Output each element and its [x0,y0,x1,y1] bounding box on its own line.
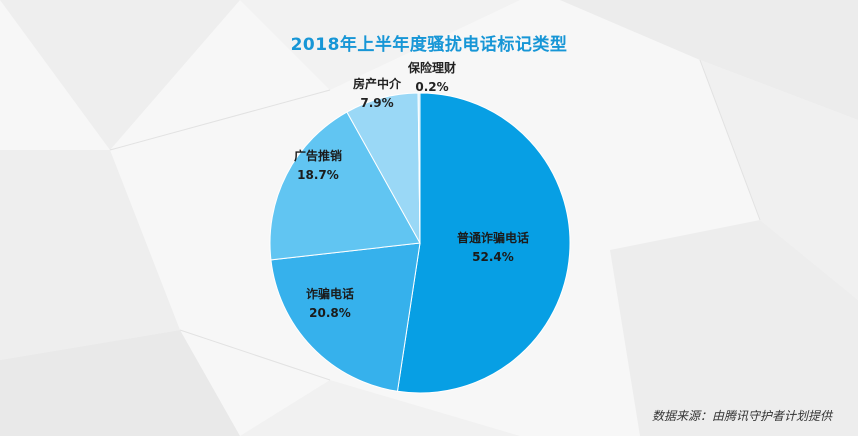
slice-value-label: 0.2% [415,80,448,94]
pie-slice [270,242,421,392]
slice-value-label: 20.8% [309,306,351,320]
pie-labels: 普通诈骗电话 52.4% 诈骗电话 20.8% 广告推销 18.7% 房产中介 7.9% 保险理… [294,60,529,320]
pie-slice [396,92,571,394]
slice-label: 保险理财 [407,60,456,75]
slice-value-label: 18.7% [297,168,339,182]
pie-slice [417,92,421,244]
slice-value-label: 52.4% [472,250,514,264]
slice-label: 普通诈骗电话 [457,230,529,245]
slice-value-label: 7.9% [360,96,393,110]
pie-slices [269,92,571,394]
chart-title: 2018年上半年度骚扰电话标记类型 [290,35,568,55]
slice-label: 房产中介 [353,76,402,91]
pie-slice [269,111,421,261]
source-note: 数据来源：由腾讯守护者计划提供 [651,409,832,423]
slice-label: 广告推销 [294,148,342,163]
slice-label: 诈骗电话 [306,286,354,301]
